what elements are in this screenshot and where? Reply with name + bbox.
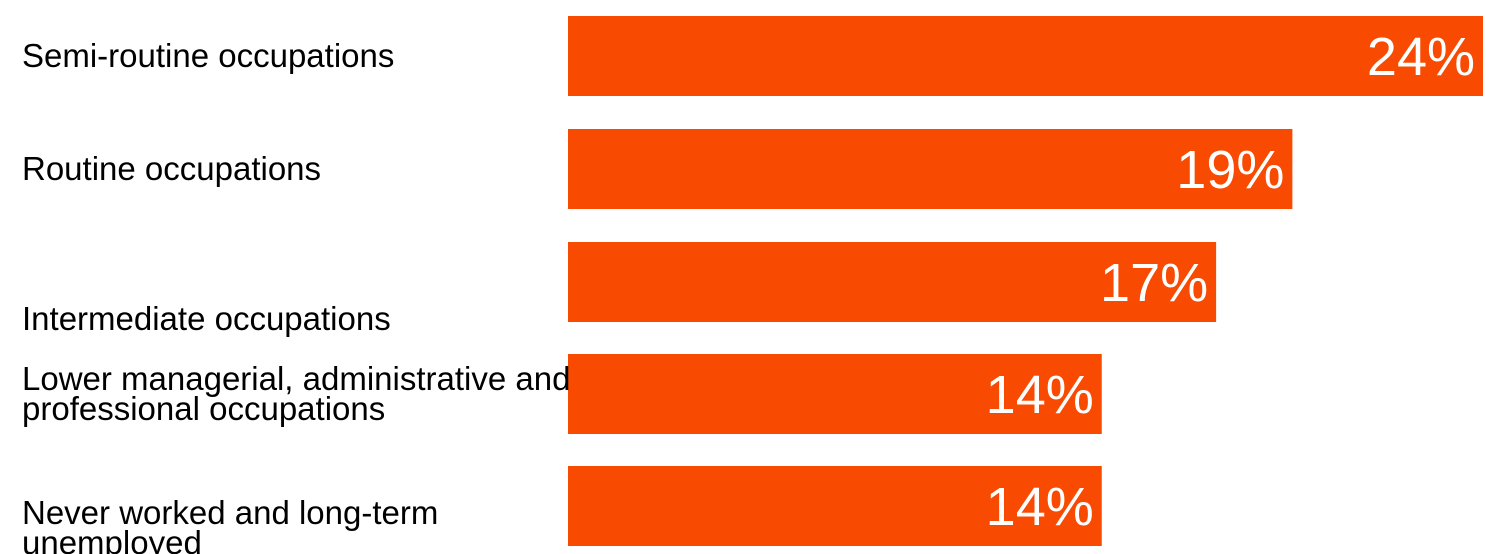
value-label-2: 19% [1176, 140, 1284, 200]
category-label-line: Routine occupations [22, 150, 321, 187]
category-label-line: professional occupations [22, 390, 385, 427]
category-label-3: Intermediate occupations [22, 300, 391, 337]
category-label-line: Semi-routine occupations [22, 37, 394, 74]
category-label-line: Lower managerial, administrative and [22, 360, 570, 397]
category-label-1: Semi-routine occupations [22, 37, 394, 74]
value-label-3: 17% [1100, 253, 1208, 313]
value-label-4: 14% [986, 365, 1094, 425]
value-label-5: 14% [986, 477, 1094, 537]
bar-1 [568, 16, 1483, 96]
bar-4 [568, 354, 1102, 434]
bars-layer: 24%19%17%14%14% [568, 16, 1483, 546]
category-label-4: Lower managerial, administrative and prof… [22, 360, 570, 427]
bar-3 [568, 242, 1217, 322]
bar-5 [568, 466, 1102, 546]
value-label-1: 24% [1367, 27, 1475, 87]
bar-2 [568, 129, 1293, 209]
category-labels-layer: Semi-routine occupations Routine occupati… [22, 37, 570, 554]
category-label-line: Intermediate occupations [22, 300, 391, 337]
category-label-line: unemployed [22, 524, 202, 554]
category-label-2: Routine occupations [22, 150, 321, 187]
category-label-line: Never worked and long-term [22, 494, 438, 531]
category-label-5: Never worked and long-term unemployed [22, 494, 438, 554]
